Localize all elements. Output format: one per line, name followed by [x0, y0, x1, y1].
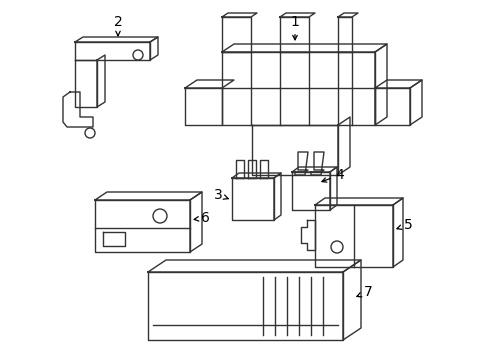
Polygon shape [222, 17, 250, 52]
Polygon shape [222, 13, 257, 17]
Polygon shape [374, 88, 409, 125]
Polygon shape [260, 160, 267, 178]
Polygon shape [337, 13, 357, 17]
Polygon shape [63, 92, 93, 127]
Polygon shape [247, 160, 256, 178]
Polygon shape [75, 37, 158, 42]
Polygon shape [374, 44, 386, 125]
Polygon shape [392, 198, 402, 267]
Polygon shape [301, 220, 314, 250]
Text: 5: 5 [396, 218, 411, 232]
Text: 7: 7 [356, 285, 372, 299]
Polygon shape [97, 55, 105, 107]
Polygon shape [409, 80, 421, 125]
Text: 1: 1 [290, 15, 299, 40]
Polygon shape [148, 260, 360, 272]
Polygon shape [374, 80, 421, 88]
Polygon shape [294, 152, 307, 175]
Polygon shape [103, 232, 125, 246]
Polygon shape [251, 125, 337, 175]
Text: 3: 3 [213, 188, 228, 202]
Polygon shape [190, 192, 202, 252]
Polygon shape [310, 152, 324, 175]
Text: 6: 6 [194, 211, 209, 225]
Polygon shape [273, 173, 281, 220]
Polygon shape [184, 88, 222, 125]
Polygon shape [222, 52, 374, 125]
Polygon shape [150, 37, 158, 60]
Polygon shape [231, 178, 273, 220]
Polygon shape [337, 117, 349, 175]
Polygon shape [280, 13, 314, 17]
Polygon shape [184, 80, 234, 88]
Polygon shape [291, 172, 329, 210]
Text: 4: 4 [321, 168, 344, 182]
Polygon shape [75, 60, 97, 107]
Polygon shape [222, 44, 386, 52]
Polygon shape [280, 17, 308, 52]
Polygon shape [95, 192, 202, 200]
Polygon shape [148, 272, 342, 340]
Polygon shape [314, 205, 392, 267]
Polygon shape [342, 260, 360, 340]
Polygon shape [329, 167, 336, 210]
Polygon shape [314, 198, 402, 205]
Polygon shape [291, 167, 336, 172]
Polygon shape [231, 173, 281, 178]
Polygon shape [236, 160, 244, 178]
Polygon shape [337, 17, 351, 52]
Text: 2: 2 [113, 15, 122, 36]
Polygon shape [75, 42, 150, 60]
Polygon shape [95, 200, 190, 252]
